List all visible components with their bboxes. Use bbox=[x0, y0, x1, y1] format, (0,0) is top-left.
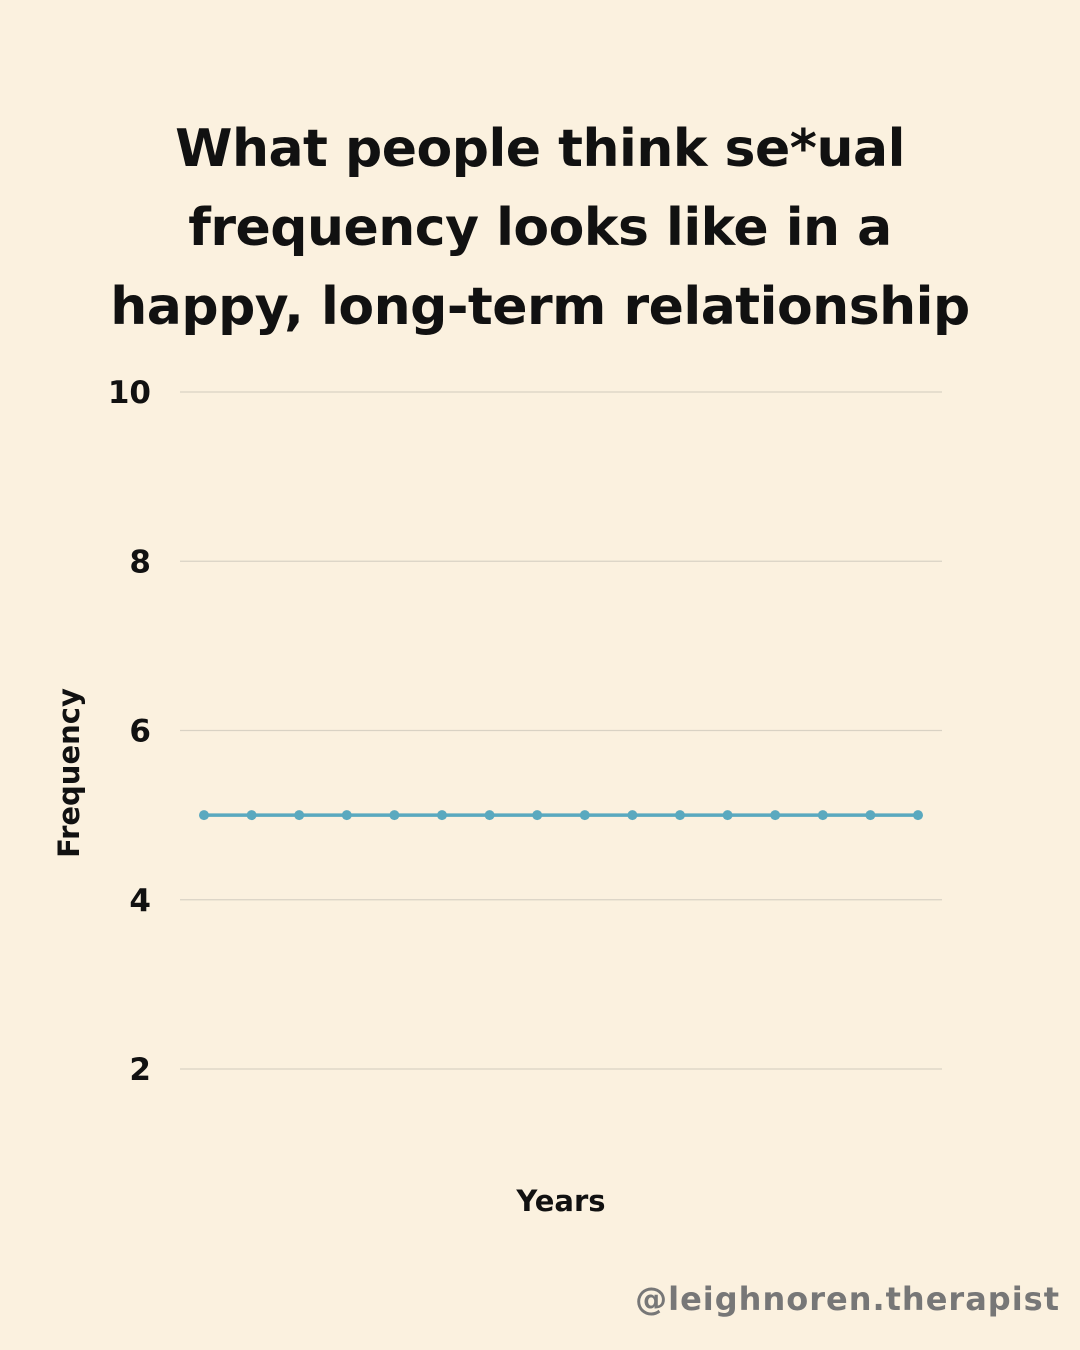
title-line-3: happy, long-term relationship bbox=[110, 277, 970, 337]
data-point bbox=[817, 810, 828, 821]
data-point bbox=[484, 810, 495, 821]
watermark-handle: @leighnoren.therapist bbox=[635, 1280, 1060, 1318]
y-tick-labels: 2 4 6 8 10 bbox=[108, 375, 151, 1088]
data-point bbox=[627, 810, 638, 821]
data-point bbox=[389, 810, 400, 821]
data-point bbox=[865, 810, 876, 821]
data-point bbox=[294, 810, 305, 821]
y-tick-label: 2 bbox=[129, 1052, 151, 1088]
data-point bbox=[532, 810, 543, 821]
title-line-2: frequency looks like in a bbox=[188, 198, 892, 258]
y-tick-label: 4 bbox=[129, 883, 151, 919]
data-point bbox=[722, 810, 733, 821]
y-tick-label: 10 bbox=[108, 375, 151, 411]
y-axis-label: Frequency bbox=[52, 688, 86, 858]
series-group bbox=[199, 810, 923, 821]
data-point bbox=[437, 810, 447, 821]
data-point bbox=[341, 810, 352, 821]
y-tick-label: 6 bbox=[129, 714, 151, 750]
chart-title: What people think se*ual frequency looks… bbox=[90, 110, 990, 347]
data-point bbox=[246, 810, 257, 821]
data-point bbox=[675, 810, 685, 821]
data-point bbox=[770, 810, 781, 821]
x-axis-label: Years bbox=[515, 1184, 605, 1218]
data-point bbox=[579, 810, 590, 821]
data-point bbox=[913, 810, 923, 821]
grid-lines bbox=[180, 391, 942, 1070]
data-point bbox=[199, 810, 209, 821]
y-tick-label: 8 bbox=[129, 544, 151, 580]
title-line-1: What people think se*ual bbox=[175, 119, 905, 179]
